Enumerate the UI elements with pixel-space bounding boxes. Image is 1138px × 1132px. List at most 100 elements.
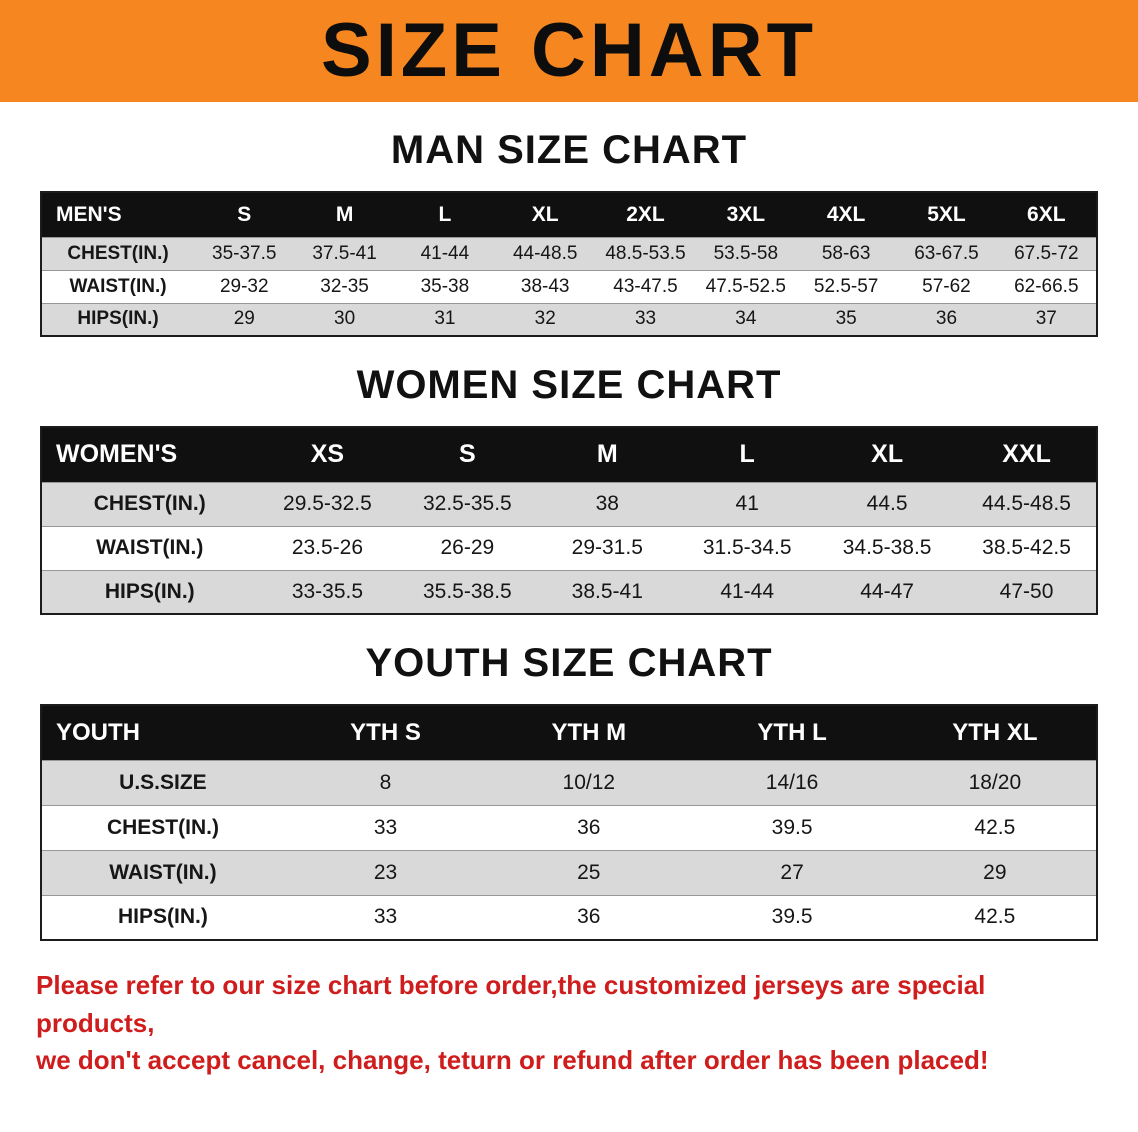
size-value-cell: 29 xyxy=(194,302,295,336)
size-value-cell: 32-35 xyxy=(294,269,395,303)
size-chart-page: SIZE CHART MAN SIZE CHART MEN'S S M L XL 2XL 3… xyxy=(0,0,1138,1080)
size-value-cell: 48.5-53.5 xyxy=(595,236,696,270)
page-title: SIZE CHART xyxy=(321,8,817,93)
women-table-header: WOMEN'S XS S M L XL XXL xyxy=(41,427,1097,482)
size-value-cell: 34.5-38.5 xyxy=(817,525,958,570)
row-label-cell: CHEST(IN.) xyxy=(41,481,258,526)
size-header-cell: 6XL xyxy=(996,192,1097,237)
size-value-cell: 23.5-26 xyxy=(257,525,398,570)
size-value-cell: 58-63 xyxy=(795,236,897,270)
size-value-cell: 32 xyxy=(495,302,596,336)
youth-section-heading: YOUTH SIZE CHART xyxy=(365,641,773,685)
size-header-cell: XL xyxy=(495,192,596,237)
size-value-cell: 38-43 xyxy=(495,269,596,303)
size-value-cell: 44.5-48.5 xyxy=(957,481,1097,526)
size-value-cell: 43-47.5 xyxy=(595,269,696,303)
women-size-table: WOMEN'S XS S M L XL XXL CHEST(IN.) 29.5-32.5 32.… xyxy=(40,426,1098,615)
size-value-cell: 57-62 xyxy=(896,269,997,303)
size-header-cell: M xyxy=(537,427,678,482)
row-label-cell: WAIST(IN.) xyxy=(41,525,258,570)
size-value-cell: 29.5-32.5 xyxy=(257,481,398,526)
size-header-cell: YTH XL xyxy=(893,705,1097,760)
men-size-table: MEN'S S M L XL 2XL 3XL 4XL 5XL 6XL CHEST(IN.) 35-3… xyxy=(40,191,1098,337)
size-header-cell: XL xyxy=(817,427,958,482)
table-row: WAIST(IN.) 23.5-26 26-29 29-31.5 31.5-34.5 34… xyxy=(41,525,1097,570)
size-value-cell: 29-31.5 xyxy=(537,525,678,570)
size-value-cell: 36 xyxy=(487,894,691,940)
size-header-cell: 3XL xyxy=(695,192,796,237)
row-label-cell: HIPS(IN.) xyxy=(41,302,195,336)
size-value-cell: 14/16 xyxy=(690,759,894,805)
size-value-cell: 38.5-41 xyxy=(537,569,678,614)
size-value-cell: 41-44 xyxy=(394,236,496,270)
row-label-cell: CHEST(IN.) xyxy=(41,236,195,270)
table-row: U.S.SIZE 8 10/12 14/16 18/20 xyxy=(41,759,1097,805)
size-value-cell: 42.5 xyxy=(893,894,1097,940)
size-value-cell: 23 xyxy=(283,849,488,895)
table-row: HIPS(IN.) 29 30 31 32 33 34 35 36 37 xyxy=(41,302,1097,336)
order-notice: Please refer to our size chart before or… xyxy=(36,967,1102,1080)
women-table-body: CHEST(IN.) 29.5-32.5 32.5-35.5 38 41 44.5 44.5… xyxy=(41,481,1097,614)
table-title-cell: YOUTH xyxy=(41,705,284,760)
youth-table-header: YOUTH YTH S YTH M YTH L YTH XL xyxy=(41,705,1097,760)
size-value-cell: 33 xyxy=(595,302,696,336)
table-row: WAIST(IN.) 29-32 32-35 35-38 38-43 43-47.5 47.… xyxy=(41,269,1097,303)
notice-line-1: Please refer to our size chart before or… xyxy=(36,970,986,1038)
size-value-cell: 33 xyxy=(283,894,488,940)
row-label-cell: CHEST(IN.) xyxy=(41,804,284,850)
men-size-section: MAN SIZE CHART MEN'S S M L XL 2XL 3XL 4XL 5XL 6XL… xyxy=(0,128,1138,337)
table-row: HIPS(IN.) 33 36 39.5 42.5 xyxy=(41,894,1097,940)
size-header-cell: YTH M xyxy=(487,705,691,760)
size-value-cell: 34 xyxy=(695,302,796,336)
table-title-cell: MEN'S xyxy=(41,192,195,237)
size-value-cell: 41 xyxy=(677,481,818,526)
size-header-cell: L xyxy=(677,427,818,482)
size-value-cell: 53.5-58 xyxy=(695,236,796,270)
youth-size-table: YOUTH YTH S YTH M YTH L YTH XL U.S.SIZE 8 10/1… xyxy=(40,704,1098,941)
women-section-heading: WOMEN SIZE CHART xyxy=(356,363,782,407)
table-header-row: YOUTH YTH S YTH M YTH L YTH XL xyxy=(41,705,1097,760)
size-value-cell: 44.5 xyxy=(817,481,958,526)
men-section-heading: MAN SIZE CHART xyxy=(390,128,748,172)
size-value-cell: 26-29 xyxy=(397,525,538,570)
size-value-cell: 35-37.5 xyxy=(194,236,295,270)
size-value-cell: 31.5-34.5 xyxy=(677,525,818,570)
table-row: CHEST(IN.) 29.5-32.5 32.5-35.5 38 41 44.5 44.5… xyxy=(41,481,1097,526)
row-label-cell: HIPS(IN.) xyxy=(41,894,284,940)
size-header-cell: 4XL xyxy=(795,192,897,237)
youth-size-section: YOUTH SIZE CHART YOUTH YTH S YTH M YTH L YTH… xyxy=(0,641,1138,941)
row-label-cell: WAIST(IN.) xyxy=(41,269,195,303)
size-value-cell: 29-32 xyxy=(194,269,295,303)
table-row: CHEST(IN.) 35-37.5 37.5-41 41-44 44-48.5 48.5… xyxy=(41,236,1097,270)
row-label-cell: HIPS(IN.) xyxy=(41,569,258,614)
banner: SIZE CHART xyxy=(0,0,1138,102)
size-value-cell: 27 xyxy=(690,849,894,895)
table-row: HIPS(IN.) 33-35.5 35.5-38.5 38.5-41 41-44 44-… xyxy=(41,569,1097,614)
size-value-cell: 63-67.5 xyxy=(896,236,997,270)
size-header-cell: XS xyxy=(257,427,398,482)
row-label-cell: U.S.SIZE xyxy=(41,759,284,805)
size-value-cell: 36 xyxy=(487,804,691,850)
size-value-cell: 33-35.5 xyxy=(257,569,398,614)
table-row: CHEST(IN.) 33 36 39.5 42.5 xyxy=(41,804,1097,850)
size-value-cell: 33 xyxy=(283,804,488,850)
size-value-cell: 8 xyxy=(283,759,488,805)
size-value-cell: 35-38 xyxy=(394,269,496,303)
men-table-body: CHEST(IN.) 35-37.5 37.5-41 41-44 44-48.5 48.5… xyxy=(41,236,1097,336)
size-value-cell: 39.5 xyxy=(690,804,894,850)
size-value-cell: 44-48.5 xyxy=(495,236,596,270)
youth-table-body: U.S.SIZE 8 10/12 14/16 18/20 CHEST(IN.) 33 36 39… xyxy=(41,759,1097,940)
size-value-cell: 10/12 xyxy=(487,759,691,805)
size-value-cell: 25 xyxy=(487,849,691,895)
size-value-cell: 30 xyxy=(294,302,395,336)
table-header-row: MEN'S S M L XL 2XL 3XL 4XL 5XL 6XL xyxy=(41,192,1097,237)
size-header-cell: YTH S xyxy=(283,705,488,760)
row-label-cell: WAIST(IN.) xyxy=(41,849,284,895)
size-value-cell: 67.5-72 xyxy=(996,236,1097,270)
size-header-cell: S xyxy=(194,192,295,237)
size-value-cell: 29 xyxy=(893,849,1097,895)
size-value-cell: 37 xyxy=(996,302,1097,336)
table-header-row: WOMEN'S XS S M L XL XXL xyxy=(41,427,1097,482)
size-header-cell: S xyxy=(397,427,538,482)
notice-line-2: we don't accept cancel, change, teturn o… xyxy=(36,1045,989,1076)
